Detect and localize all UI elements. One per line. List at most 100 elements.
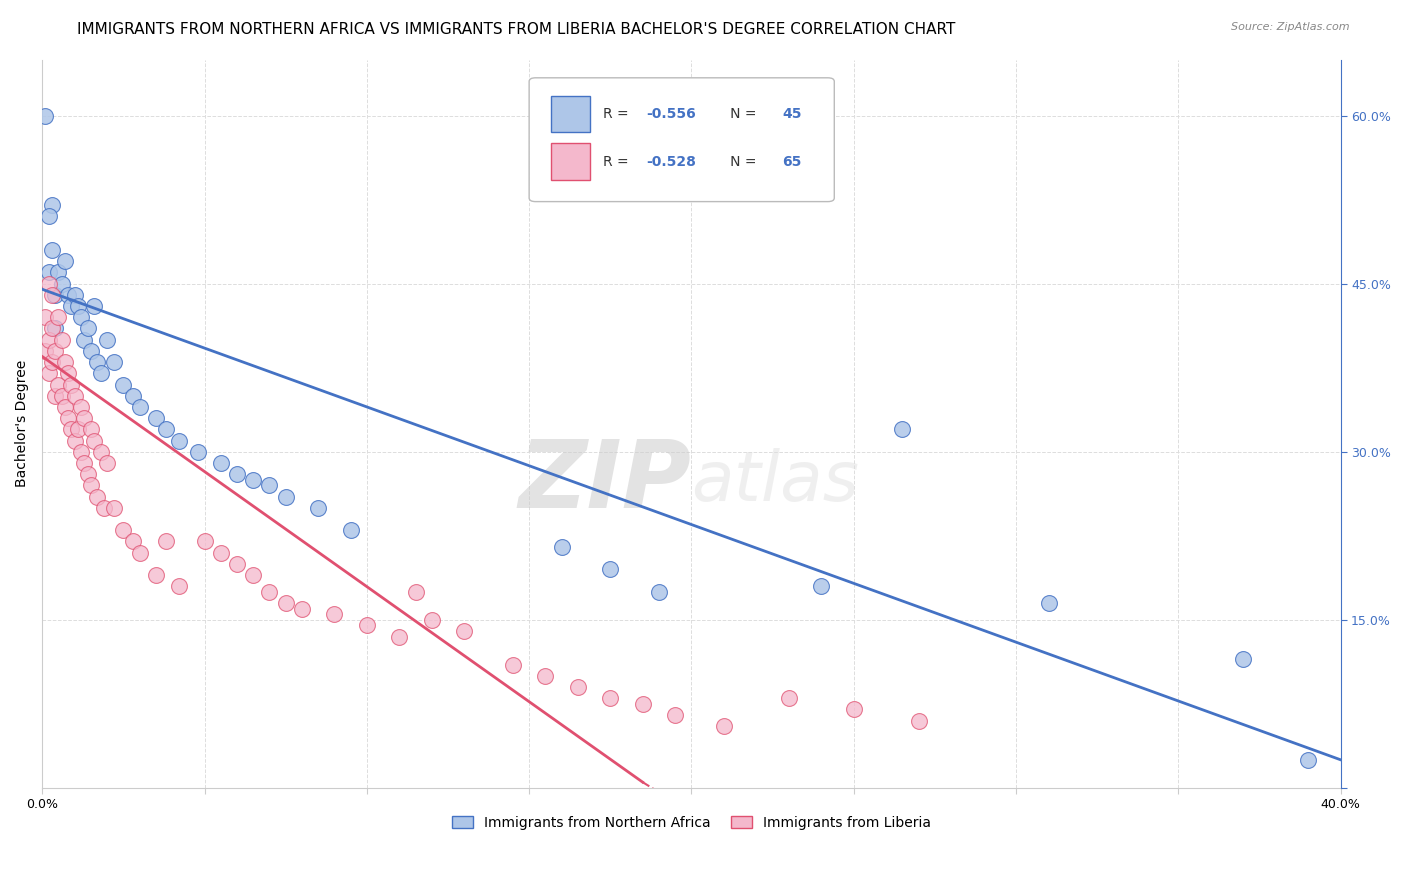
Point [41, 321, 63, 335]
Point [502, 657, 524, 672]
Point [167, 434, 190, 448]
Point [51, 277, 73, 291]
Point [80, 343, 103, 358]
Text: 45: 45 [782, 107, 801, 121]
Point [44, 343, 66, 358]
Point [193, 534, 215, 549]
Point [41, 355, 63, 369]
Point [86, 490, 108, 504]
Point [41, 243, 63, 257]
Point [420, 613, 443, 627]
Point [51, 333, 73, 347]
Point [155, 534, 177, 549]
Point [63, 389, 86, 403]
Point [128, 545, 150, 559]
Point [242, 473, 264, 487]
Point [53, 400, 76, 414]
Point [56, 411, 79, 425]
Point [60, 377, 83, 392]
Point [48, 310, 70, 325]
Point [73, 411, 96, 425]
Point [145, 568, 167, 582]
Point [96, 456, 118, 470]
Bar [551, 96, 591, 132]
Point [145, 411, 167, 425]
Point [307, 500, 329, 515]
Point [259, 584, 281, 599]
Point [96, 333, 118, 347]
Point [83, 299, 105, 313]
Point [70, 400, 93, 414]
Point [567, 680, 589, 694]
Text: -0.556: -0.556 [645, 107, 696, 121]
Point [209, 545, 232, 559]
Legend: Immigrants from Northern Africa, Immigrants from Liberia: Immigrants from Northern Africa, Immigra… [446, 811, 936, 836]
Y-axis label: Bachelor's Degree: Bachelor's Degree [15, 360, 30, 487]
Point [155, 422, 177, 436]
Point [73, 456, 96, 470]
Text: IMMIGRANTS FROM NORTHERN AFRICA VS IMMIGRANTS FROM LIBERIA BACHELOR'S DEGREE COR: IMMIGRANTS FROM NORTHERN AFRICA VS IMMIG… [77, 22, 956, 37]
Point [810, 579, 832, 593]
Point [60, 422, 83, 436]
Point [38, 277, 60, 291]
Point [453, 624, 475, 638]
Point [73, 333, 96, 347]
Point [51, 389, 73, 403]
Point [56, 288, 79, 302]
Point [44, 389, 66, 403]
FancyBboxPatch shape [529, 78, 834, 202]
Point [70, 310, 93, 325]
Point [339, 523, 361, 537]
Point [103, 355, 125, 369]
Point [128, 400, 150, 414]
Point [90, 366, 112, 380]
Point [274, 490, 297, 504]
Bar [551, 144, 591, 180]
Point [713, 719, 735, 733]
Point [842, 702, 865, 716]
Point [778, 691, 800, 706]
Text: Source: ZipAtlas.com: Source: ZipAtlas.com [1232, 22, 1350, 32]
Point [112, 377, 135, 392]
Point [599, 691, 621, 706]
Point [356, 618, 378, 632]
Point [34, 343, 56, 358]
Point [226, 557, 249, 571]
Point [48, 265, 70, 279]
Point [53, 254, 76, 268]
Point [60, 299, 83, 313]
Point [112, 523, 135, 537]
Point [122, 534, 145, 549]
Point [648, 584, 671, 599]
Text: 65: 65 [782, 154, 801, 169]
Point [891, 422, 914, 436]
Point [48, 377, 70, 392]
Point [38, 366, 60, 380]
Point [63, 434, 86, 448]
Point [53, 355, 76, 369]
Point [90, 444, 112, 458]
Text: ZIP: ZIP [519, 436, 692, 528]
Point [70, 444, 93, 458]
Text: R =: R = [603, 107, 633, 121]
Point [187, 444, 209, 458]
Point [209, 456, 232, 470]
Point [550, 540, 572, 554]
Point [34, 109, 56, 123]
Point [86, 355, 108, 369]
Point [534, 669, 557, 683]
Point [167, 579, 190, 593]
Point [83, 434, 105, 448]
Point [93, 500, 115, 515]
Point [599, 562, 621, 576]
Point [76, 321, 98, 335]
Point [103, 500, 125, 515]
Point [1296, 753, 1319, 767]
Point [259, 478, 281, 492]
Point [56, 366, 79, 380]
Text: R =: R = [603, 154, 633, 169]
Point [405, 584, 427, 599]
Point [388, 630, 411, 644]
Point [1038, 596, 1060, 610]
Point [323, 607, 346, 622]
